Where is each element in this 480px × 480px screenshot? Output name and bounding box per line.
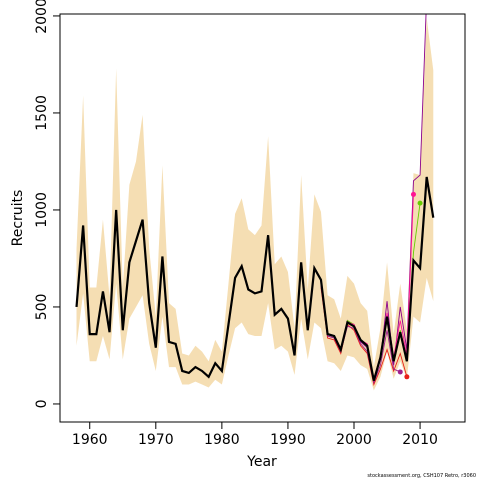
x-axis-label: Year	[246, 454, 277, 470]
plot-area	[75, 14, 435, 391]
retro-end-point	[417, 200, 423, 206]
y-tick-label: 2000	[34, 0, 50, 34]
x-tick-label: 1980	[204, 432, 240, 448]
retro-end-point	[404, 374, 410, 380]
x-tick-label: 1990	[270, 432, 306, 448]
confidence-band	[76, 17, 434, 391]
y-tick-label: 500	[34, 294, 50, 321]
y-tick-label: 0	[34, 399, 50, 408]
retro-line	[320, 287, 408, 387]
footer: stockassessment.org, CSH107 Retro, r3060	[367, 473, 476, 479]
y-tick-label: 1500	[34, 95, 50, 131]
plot-frame	[59, 13, 466, 423]
retro-end-point	[397, 369, 403, 375]
y-axis-label: Recruits	[10, 190, 26, 247]
x-tick-label: 2010	[402, 432, 438, 448]
retro-end-point	[410, 191, 416, 197]
estimate-line	[75, 176, 435, 381]
x-tick-label: 1960	[72, 432, 108, 448]
y-tick-label: 1000	[34, 192, 50, 228]
x-tick-label: 1970	[138, 432, 174, 448]
x-tick-label: 2000	[336, 432, 372, 448]
